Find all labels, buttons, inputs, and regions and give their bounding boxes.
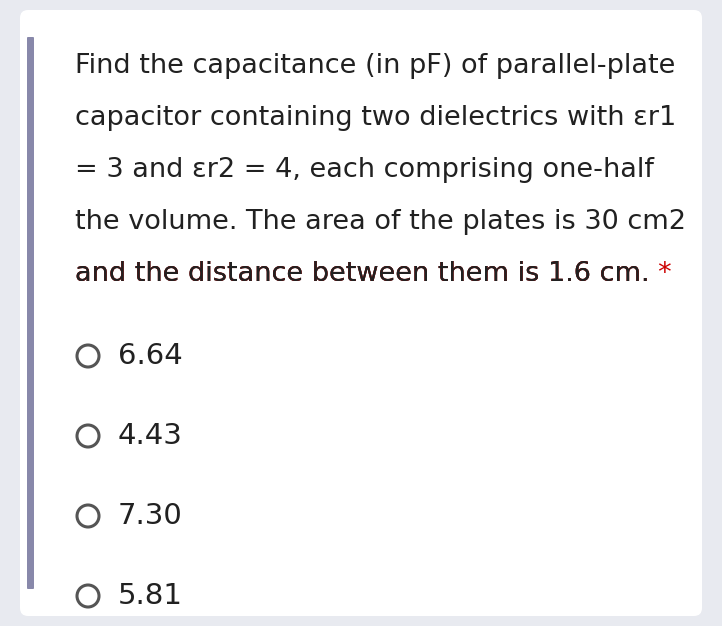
Text: the volume. The area of the plates is 30 cm2: the volume. The area of the plates is 30… [75, 209, 686, 235]
Text: Find the capacitance (in pF) of parallel-plate: Find the capacitance (in pF) of parallel… [75, 53, 675, 79]
Text: 6.64: 6.64 [118, 342, 183, 370]
Text: and the distance between them is 1.6 cm.: and the distance between them is 1.6 cm. [75, 261, 650, 287]
Text: = 3 and εr2 = 4, each comprising one-half: = 3 and εr2 = 4, each comprising one-hal… [75, 157, 654, 183]
FancyBboxPatch shape [20, 10, 702, 616]
Text: and the distance between them is 1.6 cm.: and the distance between them is 1.6 cm. [75, 261, 650, 287]
Text: capacitor containing two dielectrics with εr1: capacitor containing two dielectrics wit… [75, 105, 677, 131]
Circle shape [77, 425, 99, 447]
Circle shape [77, 505, 99, 527]
Text: and the distance between them is 1.6 cm.: and the distance between them is 1.6 cm. [0, 625, 1, 626]
Text: and the distance between them is 1.6 cm. *: and the distance between them is 1.6 cm.… [75, 261, 671, 287]
Text: and the distance between them is 1.6 cm. *: and the distance between them is 1.6 cm.… [0, 625, 1, 626]
Circle shape [77, 345, 99, 367]
Text: 7.30: 7.30 [118, 502, 183, 530]
Text: 5.81: 5.81 [118, 582, 183, 610]
Text: 4.43: 4.43 [118, 422, 183, 450]
Circle shape [77, 585, 99, 607]
FancyBboxPatch shape [27, 37, 34, 589]
